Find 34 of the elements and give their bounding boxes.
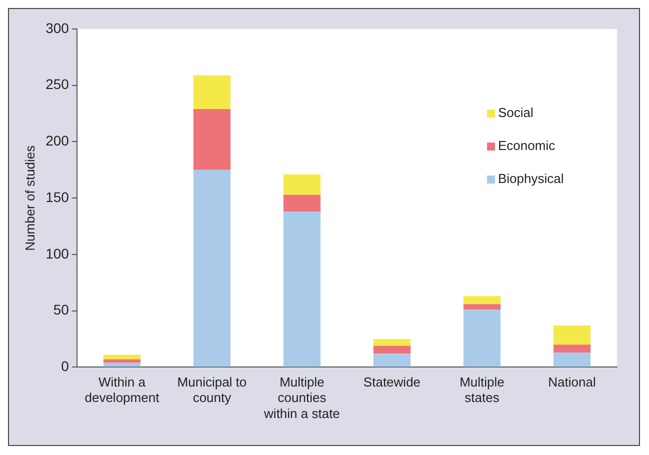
y-tick-label: 0	[61, 358, 70, 374]
bar	[373, 346, 411, 354]
x-tick-label: Multiple counties within a state	[263, 374, 340, 421]
bar	[373, 354, 411, 367]
x-tick-label: Statewide	[363, 374, 421, 390]
bar	[283, 174, 321, 195]
bar	[463, 310, 501, 367]
y-tick-label: 200	[46, 132, 70, 149]
bar	[193, 109, 231, 170]
y-tick-label: 50	[53, 302, 70, 318]
bar	[463, 304, 501, 310]
bar	[283, 194, 321, 212]
y-tick-label: 100	[46, 245, 70, 262]
y-tick-label: 250	[46, 76, 70, 92]
y-tick-label: 300	[46, 20, 70, 36]
legend-label: Economic	[498, 138, 556, 154]
x-tick-label: National	[548, 374, 596, 390]
bar	[553, 352, 591, 367]
y-axis-title: Number of studies	[22, 144, 38, 251]
x-tick-label: Municipal to county	[177, 374, 247, 406]
bar	[553, 325, 591, 345]
bar	[193, 75, 231, 110]
y-tick-label: 150	[46, 188, 70, 205]
bar	[373, 339, 411, 346]
x-tick-label: Multiple states	[460, 374, 504, 406]
x-tick-label: Within a development	[84, 374, 160, 406]
bar	[463, 296, 501, 304]
bar	[103, 354, 141, 360]
legend-label: Biophysical	[498, 171, 564, 186]
bar	[553, 344, 591, 353]
bar	[103, 362, 141, 367]
bar	[193, 170, 231, 367]
legend-label: Social	[498, 105, 534, 120]
bar	[283, 212, 321, 367]
